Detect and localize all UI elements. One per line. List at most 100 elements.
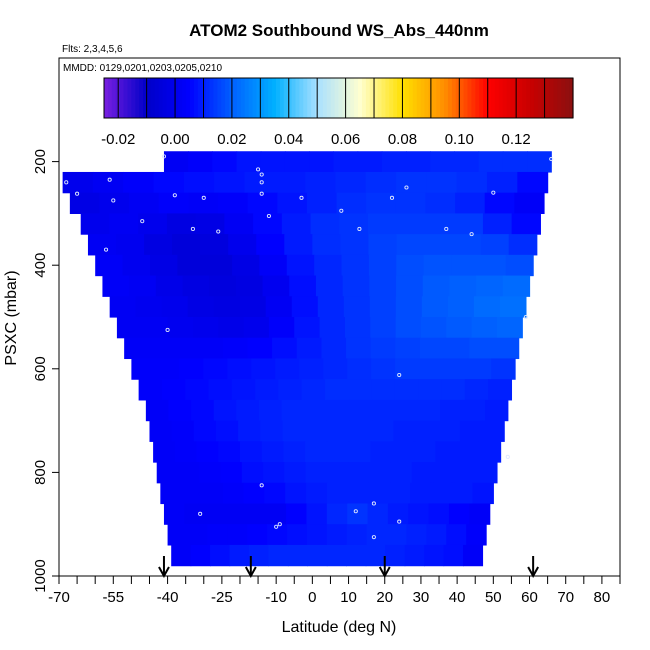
colorbar-segment <box>408 78 414 118</box>
heatmap-cell <box>228 234 257 256</box>
heatmap-cell <box>220 462 243 484</box>
heatmap-cell <box>222 337 249 360</box>
colorbar-segment <box>350 78 355 118</box>
sample-marker <box>259 180 264 185</box>
heatmap-cell <box>204 254 233 277</box>
colorbar-segment <box>244 78 250 118</box>
y-tick-label: 600 <box>32 356 49 381</box>
heatmap-cell <box>421 296 449 318</box>
colorbar-tick-label: 0.10 <box>445 131 474 148</box>
colorbar-segment <box>389 78 394 118</box>
x-tick-label: -55 <box>102 589 124 606</box>
dates-note: MMDD: 0129,0201,0203,0205,0210 <box>63 63 222 74</box>
heatmap-cell <box>305 462 328 484</box>
heatmap-cell <box>177 254 206 277</box>
colorbar-segment <box>342 78 347 118</box>
colorbar-segment <box>111 78 117 118</box>
heatmap-cell <box>368 482 390 505</box>
heatmap-cell <box>245 503 267 525</box>
heatmap-cell <box>435 441 458 463</box>
heatmap-cell <box>443 358 468 380</box>
x-tick-label: -25 <box>211 589 233 606</box>
colorbar-segment <box>416 78 422 118</box>
heatmap-cell <box>433 462 456 484</box>
heatmap-cell <box>394 399 418 422</box>
colorbar-segment <box>334 78 340 118</box>
heatmap-cell <box>505 254 534 277</box>
colorbar-segment <box>303 78 308 118</box>
heatmap-cell <box>370 441 393 463</box>
sample-marker <box>256 167 261 172</box>
colorbar-segment <box>197 78 203 118</box>
colorbar-segment <box>377 78 383 118</box>
heatmap-cell <box>365 544 386 567</box>
colorbar-tick-label: 0.04 <box>274 131 303 148</box>
colorbar-segment <box>127 78 132 118</box>
heatmap-cell <box>326 524 348 546</box>
x-tick-label: 0 <box>308 589 316 606</box>
colorbar-segment <box>291 78 297 118</box>
heatmap-cell <box>437 420 461 442</box>
heatmap-cell <box>287 544 308 567</box>
sample-marker <box>404 185 409 190</box>
heatmap-cell <box>287 524 308 546</box>
heatmap-cell <box>291 296 319 318</box>
heatmap-cell <box>484 192 515 214</box>
heatmap-cell <box>305 171 337 194</box>
heatmap-cell <box>286 254 315 277</box>
colorbar-segment <box>279 78 285 118</box>
heatmap-cell <box>347 358 372 380</box>
sample-marker <box>259 483 264 488</box>
heatmap-cell <box>138 379 163 401</box>
heatmap-cell <box>129 192 160 214</box>
colorbar-segment <box>182 78 187 118</box>
colorbar-segment <box>436 78 441 118</box>
heatmap-cell <box>213 399 237 422</box>
heatmap-cell <box>171 420 195 442</box>
heatmap-cell <box>395 358 420 380</box>
colorbar-segment <box>229 78 234 118</box>
heatmap-cell <box>446 317 473 339</box>
heatmap-cell <box>87 234 117 256</box>
heatmap-cell <box>208 379 233 401</box>
heatmap-cell <box>396 213 427 235</box>
heatmap-cell <box>488 379 513 401</box>
heatmap-cell <box>478 151 504 173</box>
heatmap-cell <box>258 399 283 422</box>
heatmap-cell <box>410 482 432 505</box>
heatmap-cell <box>449 275 477 297</box>
heatmap-cell <box>142 317 169 339</box>
heatmap-cell <box>278 379 303 401</box>
colorbar-segment <box>236 78 242 118</box>
colorbar-segment <box>467 78 472 118</box>
colorbar-segment <box>479 78 484 118</box>
colorbar-segment <box>526 78 531 118</box>
heatmap-cell <box>341 254 370 277</box>
colorbar-segment <box>381 78 386 118</box>
colorbar-segment <box>475 78 480 118</box>
heatmap-cell <box>283 441 306 463</box>
sample-marker <box>266 213 271 219</box>
heatmap-cell <box>160 482 182 505</box>
heatmap-cell <box>463 544 484 567</box>
heatmap-cell <box>251 358 276 380</box>
sample-marker <box>190 226 195 231</box>
heatmap-cell <box>306 503 328 525</box>
heatmap-cell <box>184 503 206 525</box>
colorbar-segment <box>354 78 359 118</box>
heatmap-cell <box>395 192 427 214</box>
heatmap-cell <box>62 171 94 194</box>
heatmap-cell <box>198 337 224 360</box>
heatmap-cell <box>215 420 239 442</box>
heatmap-cell <box>249 544 270 567</box>
colorbar-segment <box>143 78 148 118</box>
heatmap-cell <box>343 296 371 318</box>
heatmap-cell <box>349 399 373 422</box>
heatmap-cell <box>454 213 484 235</box>
heatmap-cell <box>116 234 145 256</box>
heatmap-cell <box>469 503 491 525</box>
heatmap-cell <box>253 213 283 235</box>
colorbar-segment <box>451 78 457 118</box>
heatmap-cell <box>476 275 504 297</box>
